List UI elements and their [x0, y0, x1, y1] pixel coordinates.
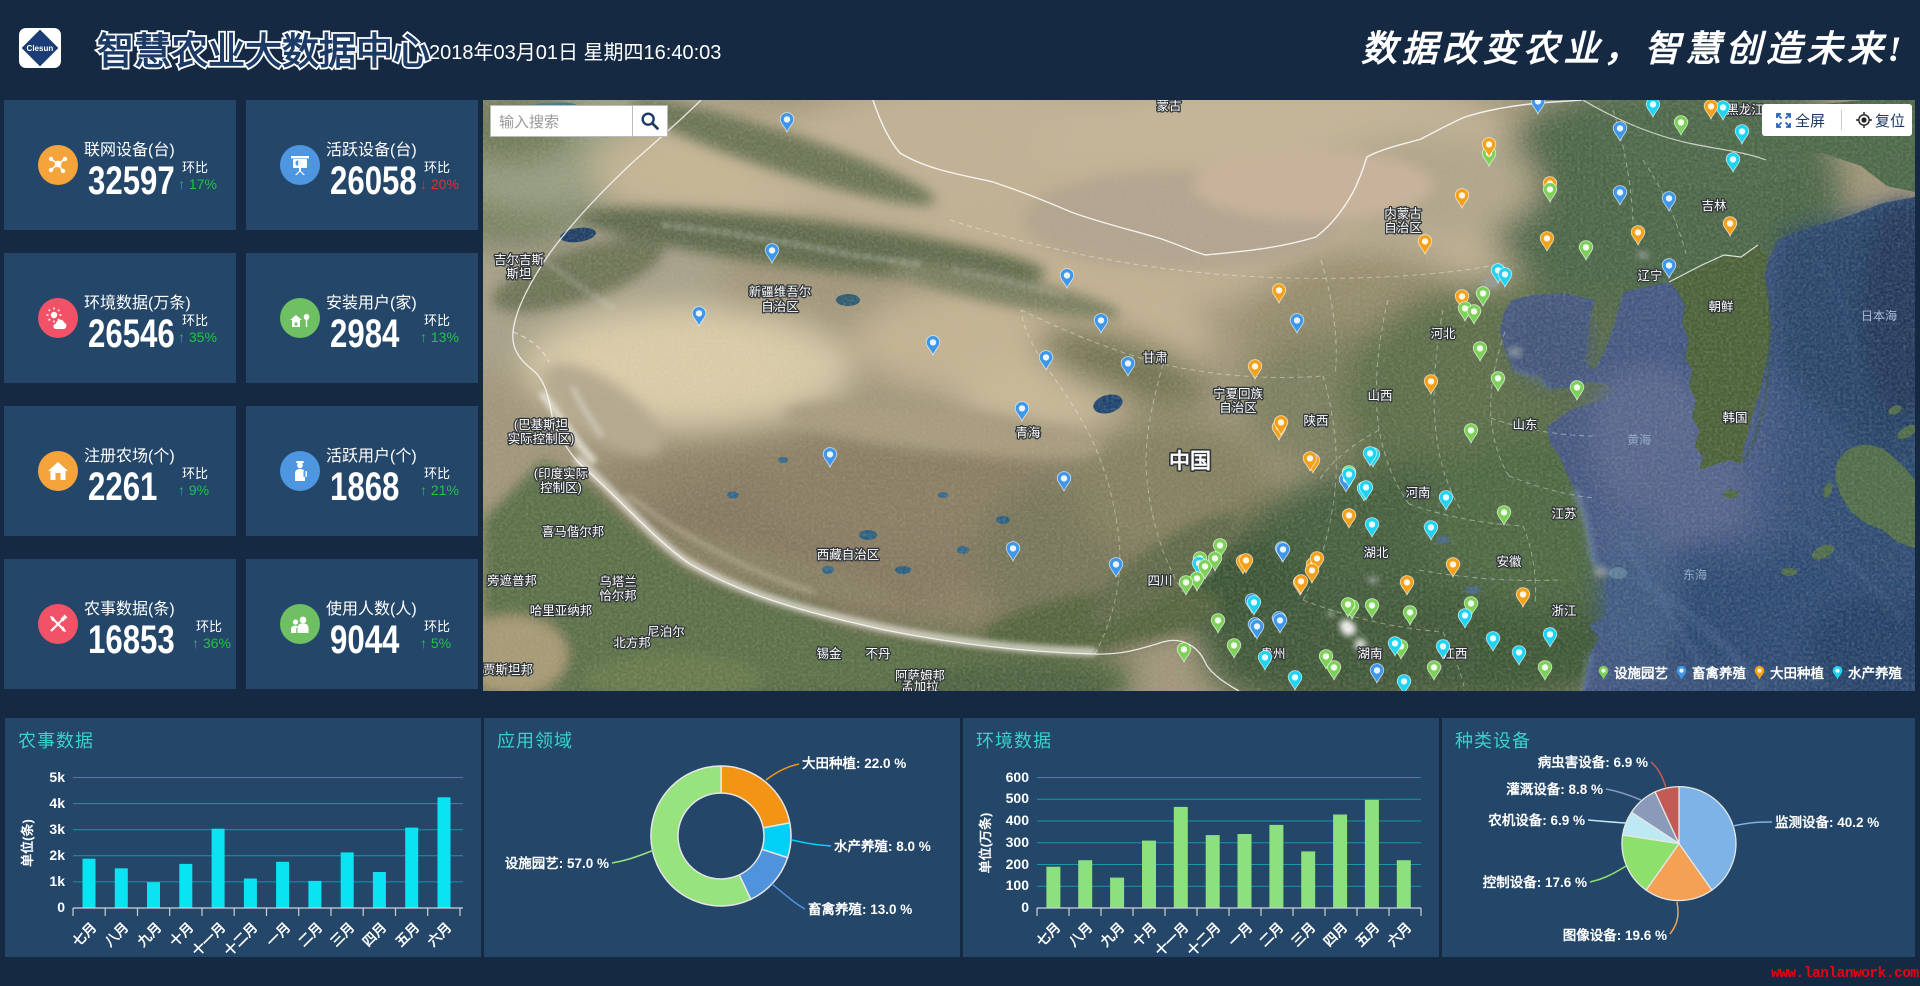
svg-text:日本海: 日本海	[1861, 308, 1897, 323]
svg-text:湖南: 湖南	[1357, 646, 1382, 661]
svg-text:旁遮普邦: 旁遮普邦	[487, 573, 537, 588]
svg-text:喜马偕尔邦: 喜马偕尔邦	[542, 524, 605, 539]
svg-text:黑龙江: 黑龙江	[1726, 103, 1764, 117]
svg-text:江苏: 江苏	[1551, 506, 1576, 521]
svg-text:七月: 七月	[70, 920, 100, 950]
svg-text:三月: 三月	[328, 920, 358, 950]
svg-text:0: 0	[57, 899, 65, 915]
svg-text:控制区): 控制区)	[540, 481, 582, 495]
svg-text:单位(万条): 单位(万条)	[978, 813, 993, 874]
svg-text:中国: 中国	[1169, 450, 1211, 473]
svg-text:3k: 3k	[49, 821, 65, 837]
svg-text:四月: 四月	[1321, 920, 1351, 950]
svg-text:自治区: 自治区	[761, 300, 799, 314]
svg-text:1k: 1k	[49, 873, 65, 889]
svg-text:乌塔兰: 乌塔兰	[599, 574, 637, 589]
svg-text:400: 400	[1006, 812, 1030, 828]
svg-text:自治区: 自治区	[1219, 401, 1257, 415]
svg-text:朝鲜: 朝鲜	[1708, 300, 1733, 314]
svg-text:十一月: 十一月	[188, 919, 228, 957]
svg-text:孟加拉: 孟加拉	[901, 679, 939, 691]
svg-text:湖北: 湖北	[1363, 545, 1389, 560]
svg-text:内蒙古: 内蒙古	[1384, 206, 1422, 221]
svg-text:青海: 青海	[1015, 425, 1041, 440]
svg-text:甘肃: 甘肃	[1142, 351, 1167, 365]
svg-text:单位(条): 单位(条)	[20, 819, 35, 867]
svg-text:吉林: 吉林	[1701, 199, 1727, 213]
svg-text:哈里亚纳邦: 哈里亚纳邦	[530, 604, 593, 618]
svg-text:500: 500	[1006, 790, 1030, 806]
svg-text:尼泊尔: 尼泊尔	[647, 624, 685, 639]
svg-text:七月: 七月	[1034, 920, 1064, 950]
svg-text:九月: 九月	[134, 920, 164, 950]
svg-text:300: 300	[1006, 834, 1030, 850]
svg-text:5k: 5k	[49, 769, 65, 785]
svg-text:北方邦: 北方邦	[613, 635, 651, 650]
svg-text:宁夏回族: 宁夏回族	[1213, 386, 1264, 401]
svg-text:十二月: 十二月	[220, 919, 260, 957]
svg-text:四月: 四月	[360, 920, 390, 950]
svg-text:农机设备: 6.9 %: 农机设备: 6.9 %	[1487, 812, 1585, 828]
svg-text:新疆维吾尔: 新疆维吾尔	[749, 284, 812, 299]
svg-text:自治区: 自治区	[1384, 221, 1422, 235]
svg-text:图像设备: 19.6 %: 图像设备: 19.6 %	[1563, 927, 1667, 943]
svg-text:六月: 六月	[424, 919, 454, 949]
svg-text:九月: 九月	[1097, 920, 1127, 950]
svg-text:0: 0	[1021, 899, 1029, 915]
svg-text:病虫害设备: 6.9 %: 病虫害设备: 6.9 %	[1538, 754, 1648, 770]
svg-text:灌溉设备: 8.8 %: 灌溉设备: 8.8 %	[1506, 781, 1603, 797]
svg-text:六月: 六月	[1384, 919, 1414, 949]
svg-text:实际控制区): 实际控制区)	[508, 431, 575, 446]
svg-text:八月: 八月	[1065, 920, 1095, 950]
svg-text:恰尔邦: 恰尔邦	[599, 588, 637, 603]
svg-text:二月: 二月	[296, 920, 326, 950]
svg-text:设施园艺: 57.0 %: 设施园艺: 57.0 %	[505, 855, 609, 871]
svg-text:吉尔吉斯: 吉尔吉斯	[494, 252, 544, 267]
svg-text:阿萨姆邦: 阿萨姆邦	[895, 669, 945, 683]
svg-text:(巴基斯坦: (巴基斯坦	[514, 418, 568, 432]
svg-text:水产养殖: 8.0 %: 水产养殖: 8.0 %	[834, 838, 931, 854]
svg-text:山东: 山东	[1512, 418, 1537, 432]
svg-text:大田种植: 22.0 %: 大田种植: 22.0 %	[802, 755, 906, 771]
svg-text:(印度实际: (印度实际	[534, 466, 588, 481]
svg-text:河南: 河南	[1405, 485, 1430, 500]
svg-text:4k: 4k	[49, 795, 65, 811]
svg-text:斯坦: 斯坦	[506, 267, 531, 281]
svg-text:100: 100	[1006, 877, 1030, 893]
svg-text:锡金: 锡金	[816, 646, 842, 661]
svg-text:东海: 东海	[1683, 567, 1707, 582]
svg-text:五月: 五月	[393, 920, 423, 950]
svg-text:十一月: 十一月	[1151, 919, 1191, 957]
svg-text:辽宁: 辽宁	[1637, 268, 1662, 283]
svg-text:一月: 一月	[1226, 920, 1256, 950]
svg-text:二月: 二月	[1257, 920, 1287, 950]
svg-text:三月: 三月	[1289, 920, 1319, 950]
svg-text:黄海: 黄海	[1627, 432, 1651, 447]
svg-text:控制设备: 17.6 %: 控制设备: 17.6 %	[1483, 874, 1587, 890]
svg-text:一月: 一月	[264, 920, 294, 950]
svg-text:四川: 四川	[1147, 574, 1172, 588]
svg-text:山西: 山西	[1367, 389, 1392, 403]
svg-text:蒙古: 蒙古	[1156, 100, 1181, 113]
svg-text:五月: 五月	[1353, 920, 1383, 950]
svg-text:智慧农业大数据中心: 智慧农业大数据中心	[97, 31, 430, 72]
svg-text:2k: 2k	[49, 847, 65, 863]
svg-text:畜禽养殖: 13.0 %: 畜禽养殖: 13.0 %	[808, 901, 912, 917]
svg-text:贾斯坦邦: 贾斯坦邦	[483, 663, 533, 677]
svg-text:600: 600	[1006, 769, 1030, 785]
svg-text:监测设备: 40.2 %: 监测设备: 40.2 %	[1775, 814, 1879, 830]
svg-text:十二月: 十二月	[1183, 919, 1223, 957]
svg-text:200: 200	[1006, 856, 1030, 872]
svg-text:陕西: 陕西	[1303, 413, 1328, 428]
svg-text:河北: 河北	[1430, 327, 1456, 341]
svg-text:不丹: 不丹	[865, 647, 890, 661]
svg-text:安徽: 安徽	[1496, 554, 1522, 569]
svg-text:八月: 八月	[101, 920, 131, 950]
svg-text:浙江: 浙江	[1551, 603, 1576, 618]
svg-text:西藏自治区: 西藏自治区	[817, 548, 880, 562]
svg-text:韩国: 韩国	[1722, 410, 1747, 425]
